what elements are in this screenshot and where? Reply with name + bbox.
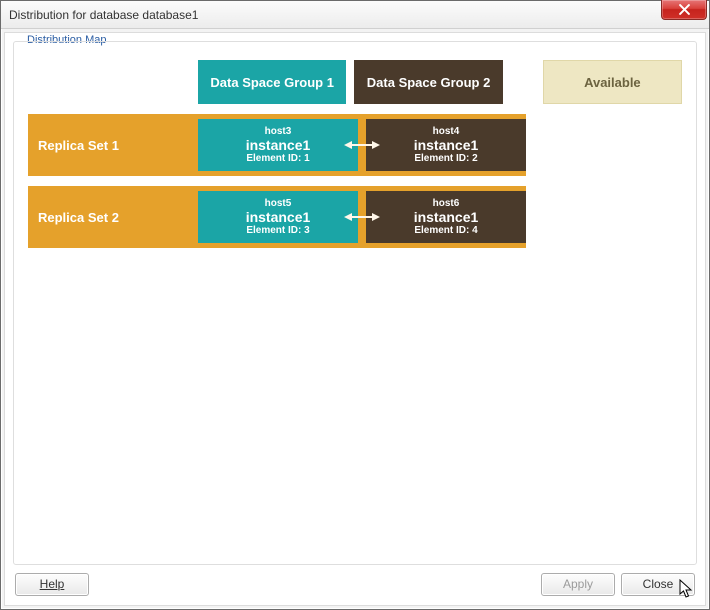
client-area: Distribution Map Data Space Group 1 Data… bbox=[4, 32, 706, 606]
instance-label: instance1 bbox=[246, 137, 311, 153]
close-button[interactable]: Close bbox=[621, 573, 695, 596]
group-header-2: Data Space Group 2 bbox=[354, 60, 502, 104]
close-button-label: Close bbox=[643, 577, 674, 591]
host-label: host4 bbox=[433, 126, 460, 137]
card-pair: host5 instance1 Element ID: 3 bbox=[198, 191, 526, 243]
apply-button[interactable]: Apply bbox=[541, 573, 615, 596]
instance-label: instance1 bbox=[414, 137, 479, 153]
element-id-label: Element ID: 1 bbox=[246, 153, 309, 164]
host-card[interactable]: host6 instance1 Element ID: 4 bbox=[366, 191, 526, 243]
host-card[interactable]: host5 instance1 Element ID: 3 bbox=[198, 191, 358, 243]
replica-row-1[interactable]: Replica Set 1 host3 instance1 Element ID… bbox=[28, 114, 526, 176]
host-label: host3 bbox=[265, 126, 292, 137]
window-close-button[interactable] bbox=[661, 0, 707, 20]
replica-label: Replica Set 1 bbox=[28, 138, 198, 153]
help-button[interactable]: Help bbox=[15, 573, 89, 596]
element-id-label: Element ID: 2 bbox=[414, 153, 477, 164]
element-id-label: Element ID: 4 bbox=[414, 225, 477, 236]
apply-button-label: Apply bbox=[563, 577, 593, 591]
host-label: host5 bbox=[265, 198, 292, 209]
replica-row-2[interactable]: Replica Set 2 host5 instance1 Element ID… bbox=[28, 186, 526, 248]
group-header-row: Data Space Group 1 Data Space Group 2 Av… bbox=[198, 60, 682, 104]
window-title: Distribution for database database1 bbox=[9, 8, 198, 22]
instance-label: instance1 bbox=[414, 209, 479, 225]
distribution-map: Data Space Group 1 Data Space Group 2 Av… bbox=[13, 41, 697, 565]
available-header: Available bbox=[543, 60, 682, 104]
group-header-1: Data Space Group 1 bbox=[198, 60, 346, 104]
dialog-window: Distribution for database database1 Dist… bbox=[0, 0, 710, 610]
replica-label: Replica Set 2 bbox=[28, 210, 198, 225]
host-card[interactable]: host3 instance1 Element ID: 1 bbox=[198, 119, 358, 171]
host-label: host6 bbox=[433, 198, 460, 209]
instance-label: instance1 bbox=[246, 209, 311, 225]
help-button-label: Help bbox=[40, 577, 65, 591]
titlebar: Distribution for database database1 bbox=[1, 1, 709, 29]
fieldset-wrap: Distribution Map Data Space Group 1 Data… bbox=[13, 41, 697, 565]
button-bar: Help Apply Close bbox=[5, 569, 705, 605]
sync-arrow-icon bbox=[344, 191, 380, 243]
element-id-label: Element ID: 3 bbox=[246, 225, 309, 236]
sync-arrow-icon bbox=[344, 119, 380, 171]
card-pair: host3 instance1 Element ID: 1 bbox=[198, 119, 526, 171]
close-icon bbox=[679, 4, 690, 15]
host-card[interactable]: host4 instance1 Element ID: 2 bbox=[366, 119, 526, 171]
